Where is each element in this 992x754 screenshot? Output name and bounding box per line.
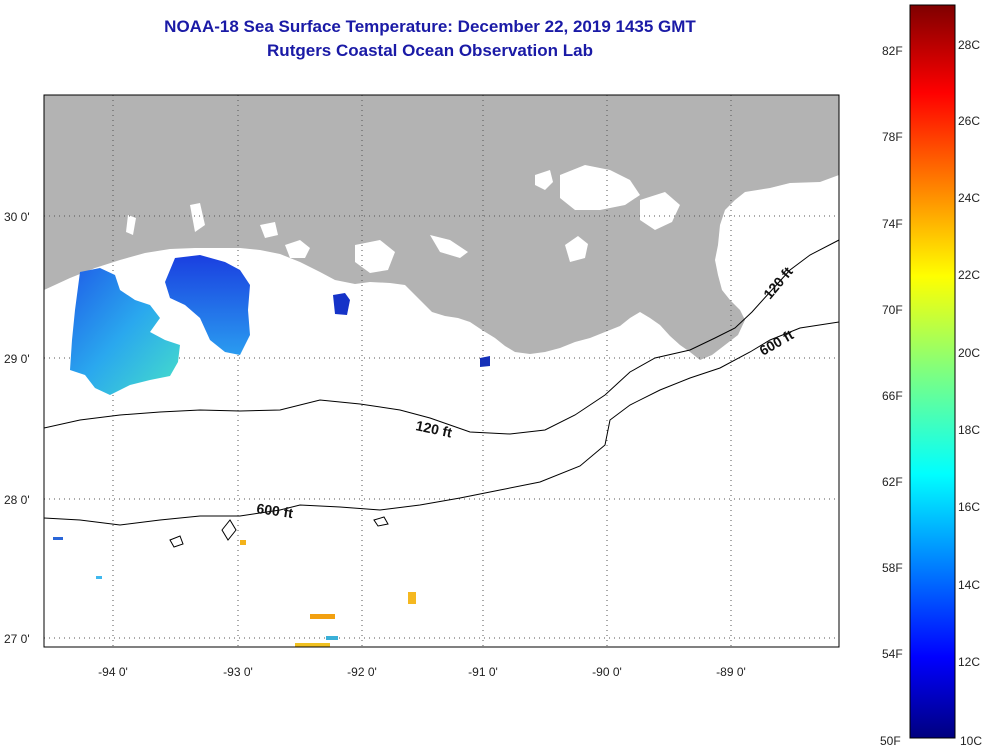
colorbar-c-label: 22C [958, 268, 980, 282]
lake [355, 240, 395, 273]
sst-fleck [295, 643, 330, 647]
lake [535, 170, 553, 190]
colorbar-f-label: 58F [882, 561, 903, 575]
lake [640, 192, 680, 230]
lon-label: -89 0' [716, 665, 746, 679]
lon-label: -91 0' [468, 665, 498, 679]
sst-patch-west [70, 268, 180, 395]
isobath-600ft-loop [373, 516, 389, 527]
sst-fleck [240, 540, 246, 545]
map-title: NOAA-18 Sea Surface Temperature: Decembe… [164, 17, 696, 36]
sst-patch-tiny [480, 356, 490, 367]
sst-fleck [310, 614, 335, 619]
colorbar-c-label: 26C [958, 114, 980, 128]
lake [560, 165, 640, 210]
graticule [44, 95, 839, 647]
colorbar-f-label: 82F [882, 44, 903, 58]
colorbar-c-label: 10C [960, 734, 982, 748]
lake [430, 235, 468, 258]
isobath-120ft [44, 239, 839, 435]
lat-label: 30 0' [4, 210, 30, 224]
colorbar-f-label: 70F [882, 303, 903, 317]
colorbar-c-label: 14C [958, 578, 980, 592]
colorbar-f-label: 62F [882, 475, 903, 489]
colorbar: 82F 78F 74F 70F 66F 62F 58F 54F 50F 28C … [880, 4, 982, 748]
land-mass [44, 95, 839, 360]
lake [260, 222, 278, 238]
colorbar-f-label: 54F [882, 647, 903, 661]
contour-label-120ft: 120 ft [414, 417, 453, 440]
lat-label: 29 0' [4, 352, 30, 366]
contour-label-600ft: 600 ft [256, 500, 295, 521]
map-subtitle: Rutgers Coastal Ocean Observation Lab [267, 41, 593, 60]
lake [190, 203, 205, 232]
sst-fleck [96, 576, 102, 579]
lon-label: -93 0' [223, 665, 253, 679]
colorbar-c-label: 12C [958, 655, 980, 669]
colorbar-f-label: 66F [882, 389, 903, 403]
map-area [44, 95, 839, 647]
sst-fleck [408, 592, 416, 604]
lake [126, 215, 136, 235]
colorbar-c-label: 24C [958, 191, 980, 205]
colorbar-f-label: 78F [882, 130, 903, 144]
sst-fleck [326, 636, 338, 640]
lon-label: -90 0' [592, 665, 622, 679]
lake [565, 236, 588, 262]
colorbar-f-label: 74F [882, 217, 903, 231]
isobath-600ft [44, 321, 839, 526]
lat-label: 28 0' [4, 493, 30, 507]
colorbar-f-label: 50F [880, 734, 901, 748]
lon-label: -92 0' [347, 665, 377, 679]
colorbar-c-label: 20C [958, 346, 980, 360]
map-border [43, 94, 840, 648]
isobath-600ft-loop [169, 535, 184, 548]
sst-fleck [53, 537, 63, 540]
colorbar-c-label: 28C [958, 38, 980, 52]
sst-patch-small [333, 293, 350, 315]
colorbar-c-label: 16C [958, 500, 980, 514]
isobath-600ft-loop [221, 519, 237, 541]
lat-label: 27 0' [4, 632, 30, 646]
sst-patch-center [165, 255, 250, 355]
lake [285, 240, 310, 258]
colorbar-c-label: 18C [958, 423, 980, 437]
lon-label: -94 0' [98, 665, 128, 679]
